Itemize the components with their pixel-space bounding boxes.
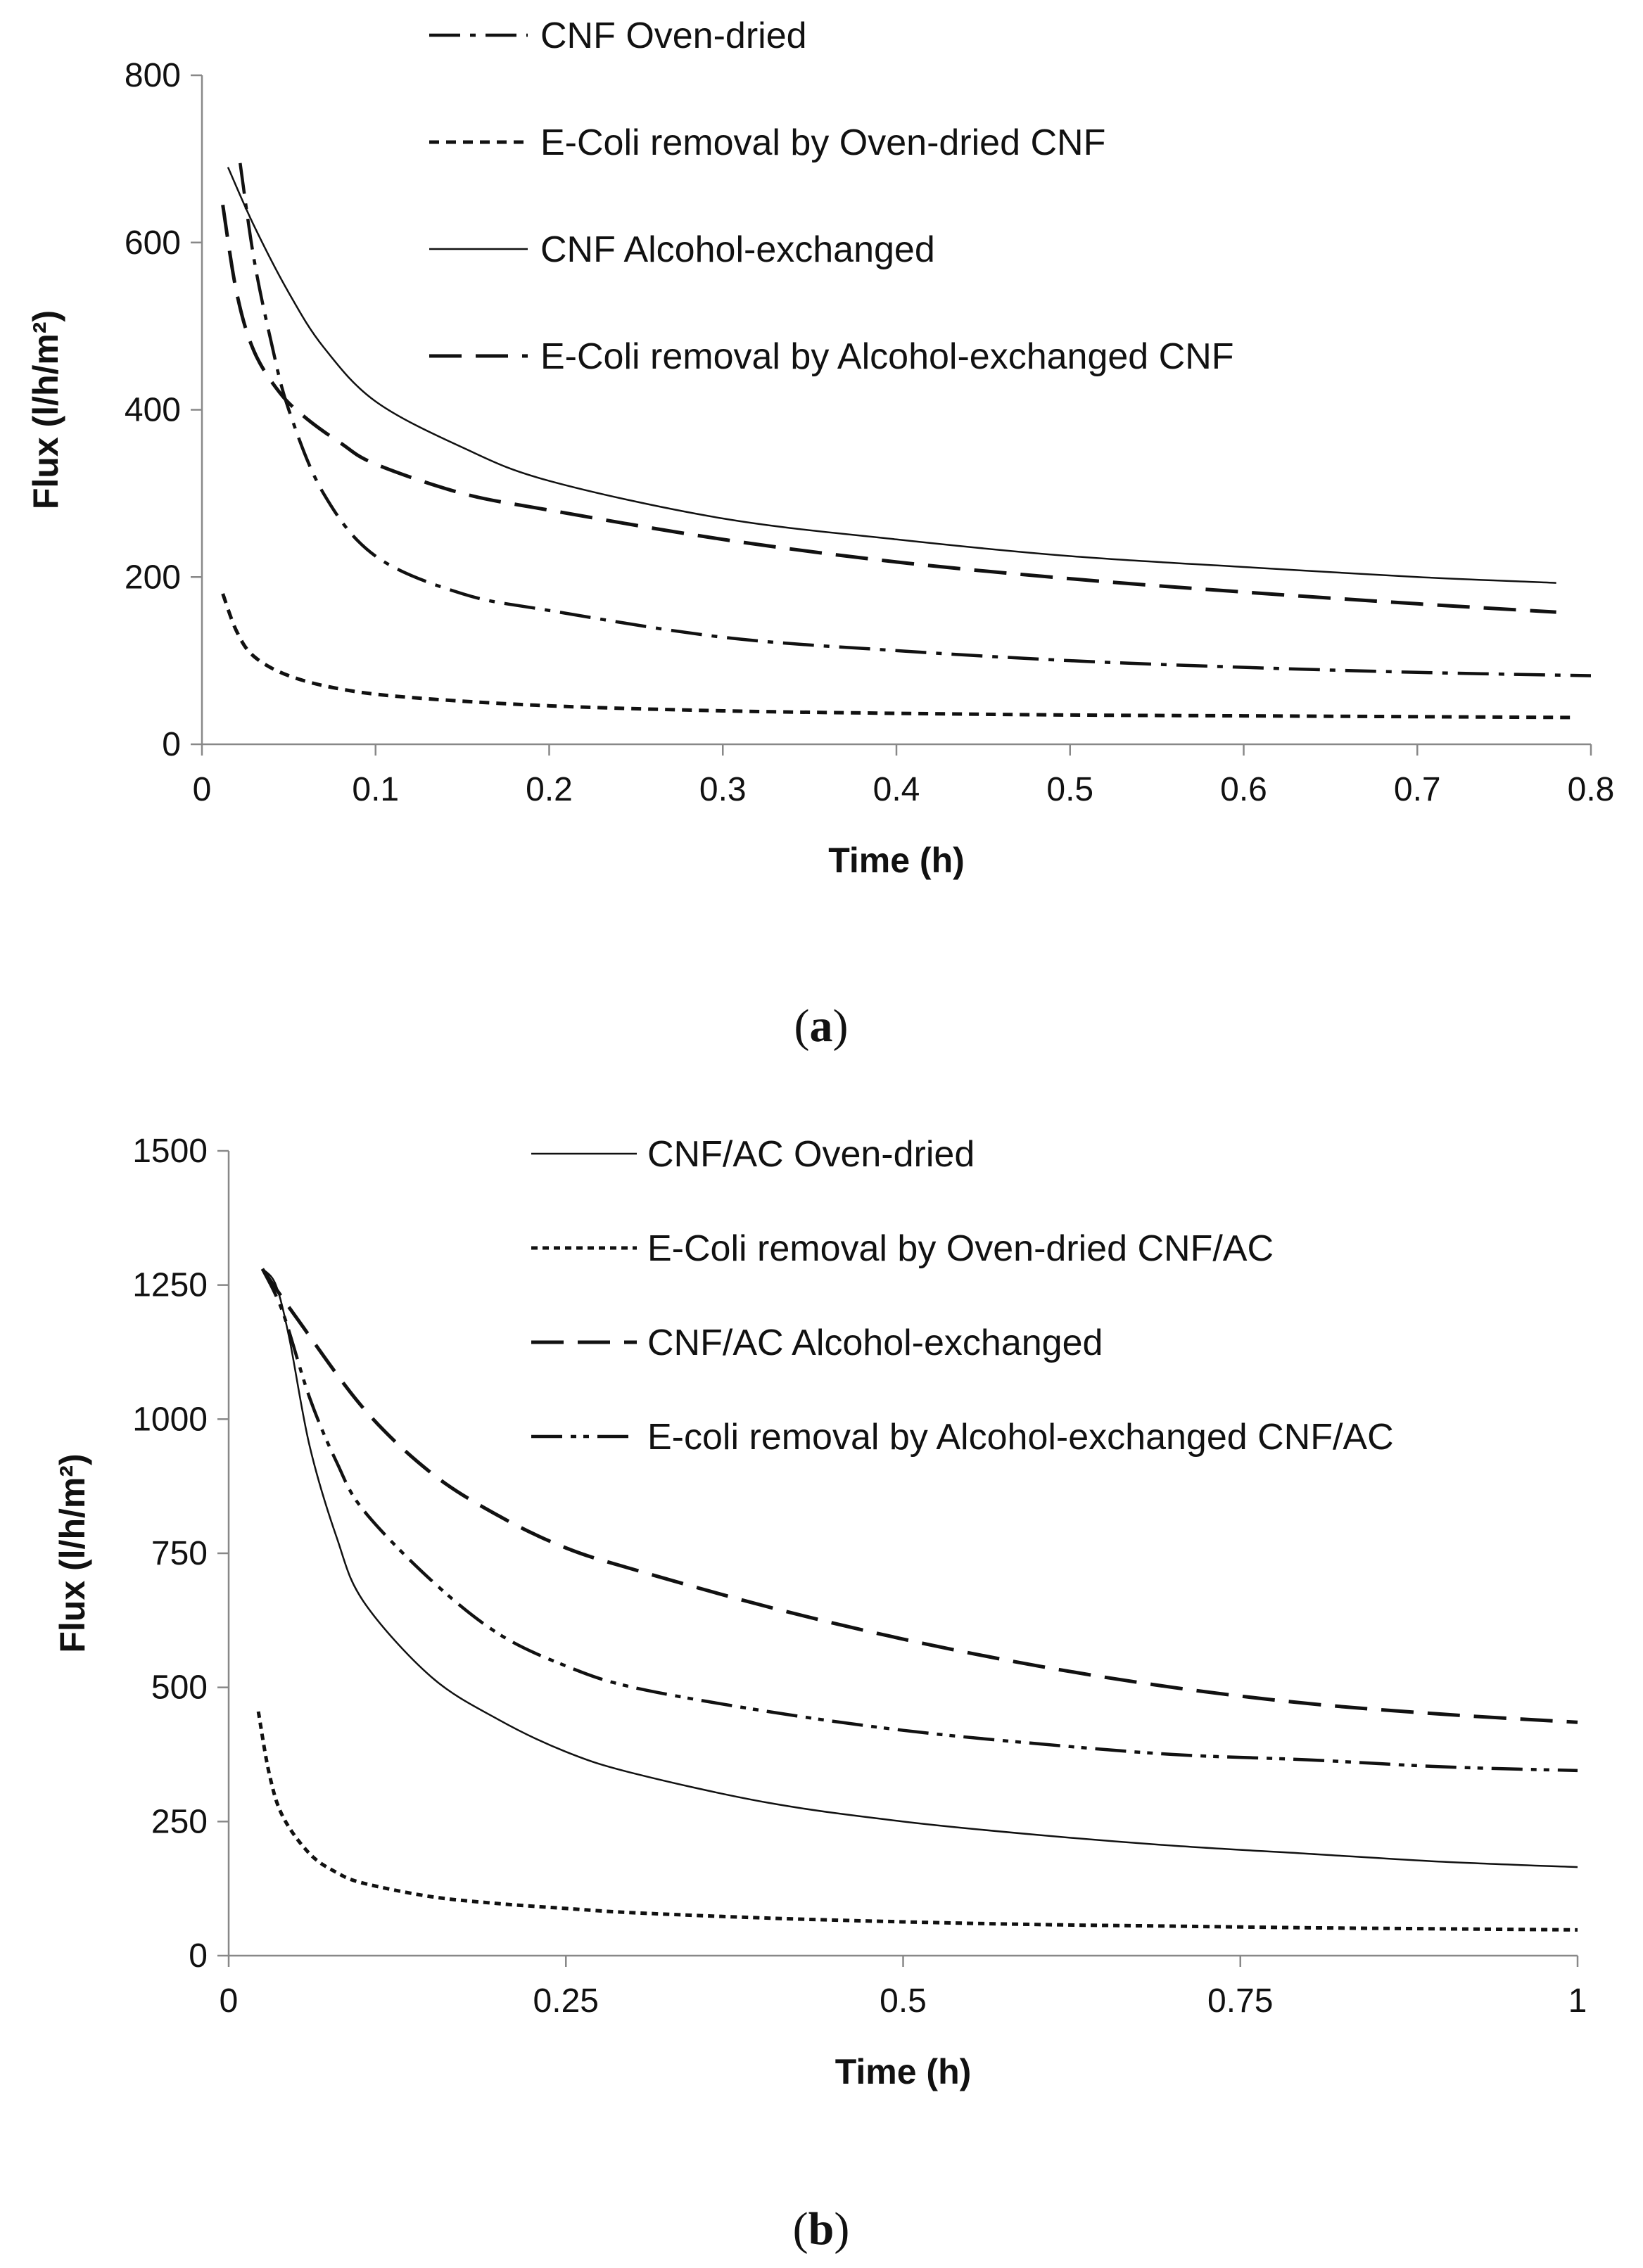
legend-label: CNF Oven-dried — [540, 15, 807, 56]
series-line — [221, 593, 1574, 720]
x-tick-label: 0 — [220, 1982, 239, 2020]
y-axis-title: Flux (l/h/m²) — [26, 310, 65, 509]
legend-label: E-Coli removal by Alcohol-exchanged CNF — [540, 336, 1234, 377]
y-tick-label: 0 — [189, 1937, 208, 1975]
series-line — [260, 1268, 1578, 1724]
legend-label: E-Coli removal by Oven-dried CNF/AC — [647, 1228, 1274, 1269]
y-tick-label: 600 — [125, 224, 181, 262]
y-tick-label: 1250 — [132, 1267, 208, 1304]
x-tick-label: 0.8 — [1568, 771, 1615, 808]
y-tick-label: 1500 — [132, 1133, 208, 1170]
y-tick-label: 200 — [125, 559, 181, 596]
x-tick-label: 0.5 — [1046, 771, 1093, 808]
y-tick-label: 0 — [162, 726, 181, 763]
y-tick-label: 800 — [125, 57, 181, 94]
legend-label: E-coli removal by Alcohol-exchanged CNF/… — [647, 1417, 1394, 1458]
legend-label: CNF Alcohol-exchanged — [540, 229, 935, 270]
chart-panel-a: 0 200 400 600 800 0 0.1 0.2 0.3 0.4 0.5 0.6 0.7 0.8 Ti… — [26, 15, 1614, 880]
caption-b: (b) — [793, 2203, 850, 2255]
series-line — [239, 163, 1592, 677]
y-tick-label: 500 — [151, 1669, 208, 1707]
x-tick-label: 0 — [193, 771, 212, 808]
y-tick-label: 400 — [125, 392, 181, 429]
x-axis-title: Time (h) — [828, 841, 965, 880]
x-tick-label: 0.75 — [1207, 1982, 1273, 2020]
series-line — [261, 1268, 1578, 1868]
series-line — [256, 1711, 1578, 1932]
x-tick-label: 0.3 — [699, 771, 747, 808]
x-tick-label: 1 — [1568, 1982, 1587, 2020]
chart-panel-b: 0 250 500 750 1000 1250 1500 0 0.25 0.5 0.75 1 Time … — [53, 1133, 1587, 2091]
x-axis-title: Time (h) — [835, 2052, 972, 2091]
x-tick-label: 0.4 — [873, 771, 920, 808]
x-tick-label: 0.5 — [880, 1982, 927, 2020]
series-line — [260, 1268, 1578, 1773]
series-line — [221, 204, 1556, 614]
legend-label: E-Coli removal by Oven-dried CNF — [540, 122, 1105, 163]
x-tick-label: 0.6 — [1220, 771, 1267, 808]
y-tick-label: 750 — [151, 1535, 208, 1572]
x-tick-label: 0.2 — [526, 771, 573, 808]
x-tick-label: 0.7 — [1394, 771, 1441, 808]
x-tick-label: 0.1 — [352, 771, 399, 808]
y-tick-label: 250 — [151, 1803, 208, 1840]
y-tick-label: 1000 — [132, 1401, 208, 1438]
x-tick-label: 0.25 — [533, 1982, 599, 2020]
legend-label: CNF/AC Alcohol-exchanged — [647, 1323, 1103, 1363]
legend-label: CNF/AC Oven-dried — [647, 1134, 975, 1175]
y-axis-title: Flux (l/h/m²) — [53, 1453, 92, 1652]
caption-a: (a) — [794, 1000, 849, 1052]
series-line — [227, 167, 1556, 584]
